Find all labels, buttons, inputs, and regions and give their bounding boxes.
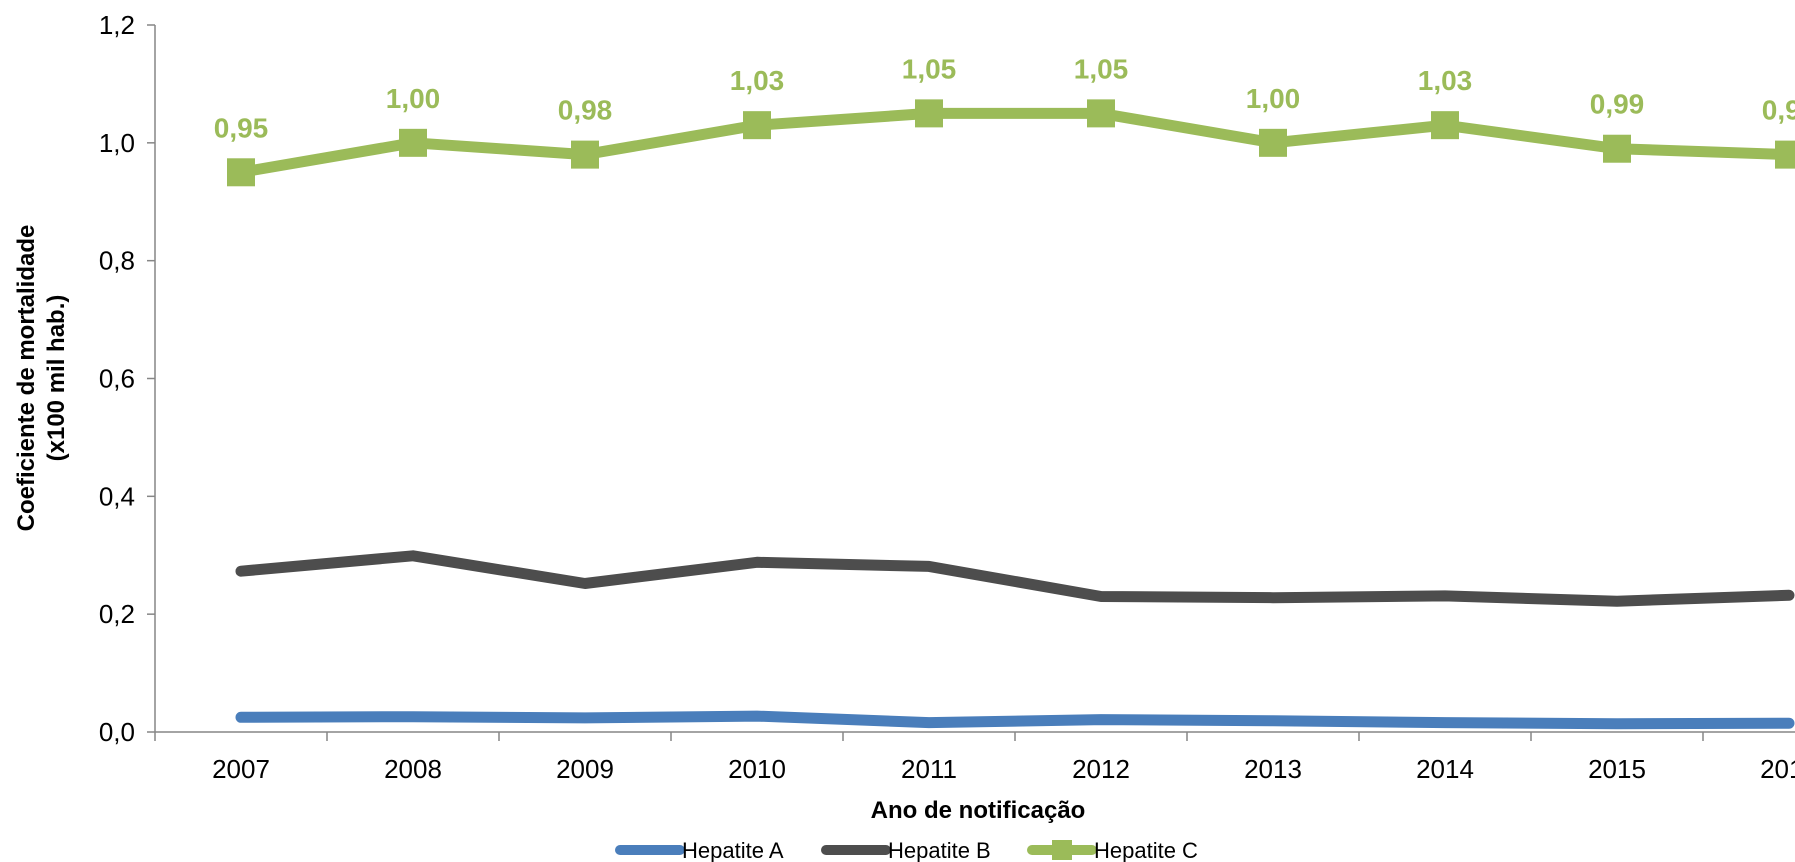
y-tick-label: 0,4 [99,481,135,511]
legend: Hepatite A Hepatite B Hepatite C [615,838,1198,862]
series-marker [1259,128,1287,157]
data-label: 1,05 [1074,53,1129,84]
series-line-hepatite-c [235,107,1795,178]
x-tick-label: 2010 [728,754,786,784]
y-tick-label: 0,6 [99,364,135,394]
data-label: 1,00 [386,83,441,114]
series-layer [227,99,1795,730]
data-label: 1,03 [730,65,785,96]
y-tick-label: 0,2 [99,599,135,629]
x-tick-label: 2008 [384,754,442,784]
y-axis-title-line-1: Coeficiente de mortalidade [13,225,40,532]
x-axis: 2007 2008 2009 2010 2011 2012 2013 2014 2015 2016 [154,731,1795,784]
x-tick-label: 2009 [556,754,614,784]
series-line-hepatite-b [235,550,1795,607]
data-label: 1,00 [1246,83,1301,114]
data-label: 1,03 [1418,65,1473,96]
data-labels-layer: 0,95 1,00 0,98 1,03 1,05 1,05 1,00 1,03 0,99 0,98 [214,53,1795,143]
data-label: 0,98 [558,95,613,126]
series-marker [227,158,255,187]
x-tick-label: 2014 [1416,754,1474,784]
y-tick-label: 0,8 [99,246,135,276]
data-label: 0,99 [1590,89,1645,120]
series-line-hepatite-a [235,710,1795,730]
x-tick-label: 2012 [1072,754,1130,784]
data-label: 0,98 [1762,95,1795,126]
y-axis-title-line-2: (x100 mil hab.) [43,295,70,462]
series-marker [1775,140,1795,169]
legend-label: Hepatite B [888,838,991,862]
x-axis-title: Ano de notificação [871,797,1086,824]
y-tick-label: 1,2 [99,10,135,40]
data-label: 1,05 [902,53,957,84]
x-tick-label: 2015 [1588,754,1646,784]
x-tick-label: 2011 [901,754,957,784]
series-marker [1087,99,1115,128]
series-marker [915,99,943,128]
x-tick-label: 2013 [1244,754,1302,784]
series-marker [571,140,599,169]
series-marker [399,128,427,157]
y-tick-label: 0,0 [99,717,135,747]
series-marker [743,111,771,140]
series-marker [1431,111,1459,140]
x-tick-label: 2007 [212,754,270,784]
y-tick-label: 1,0 [99,128,135,158]
legend-label: Hepatite A [682,838,784,862]
data-label: 0,95 [214,112,269,143]
x-tick-label: 2016 [1760,754,1795,784]
y-axis: 0,0 0,2 0,4 0,6 0,8 1,0 1,2 [99,10,156,747]
legend-marker [1052,840,1072,860]
series-marker [1603,134,1631,163]
legend-label: Hepatite C [1094,838,1198,862]
